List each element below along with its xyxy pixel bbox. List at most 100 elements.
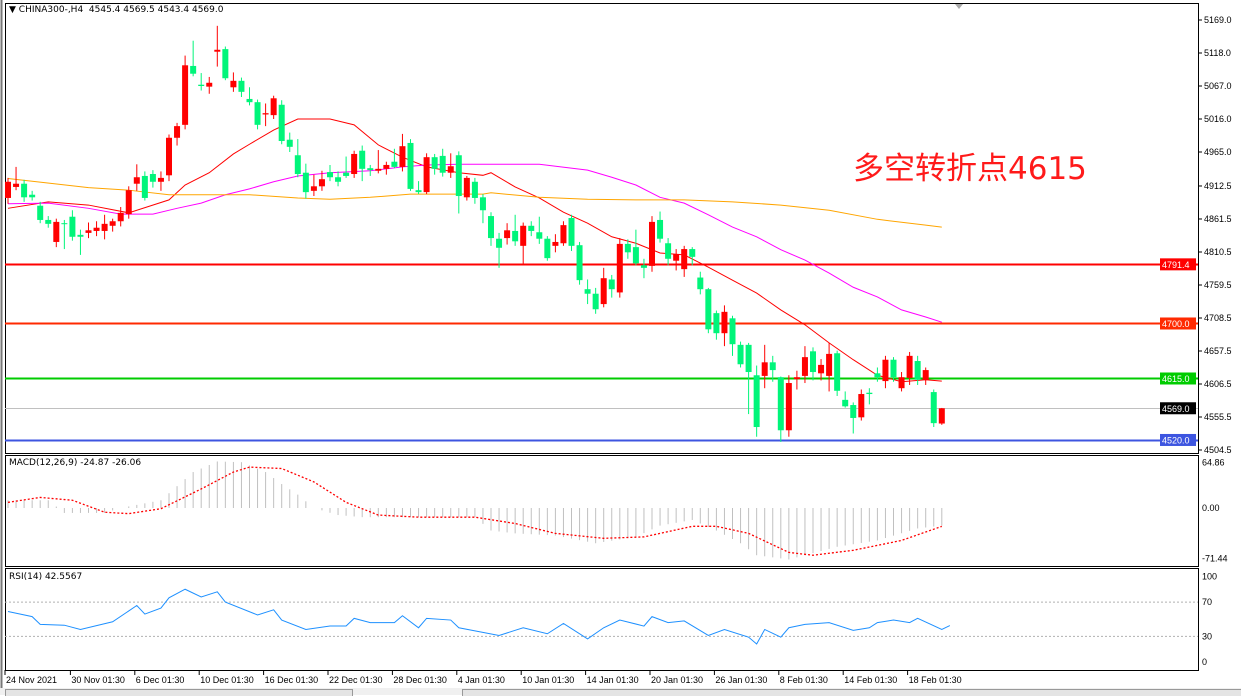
candle bbox=[351, 150, 358, 178]
rsi-panel-frame bbox=[5, 568, 1199, 671]
candle bbox=[713, 310, 720, 340]
price-tick-label: 4708.5 bbox=[1204, 313, 1232, 323]
rsi-axis-label: 0 bbox=[1202, 657, 1207, 667]
chart-tabs-bar bbox=[0, 688, 1241, 696]
price-tick-label: 4965.0 bbox=[1204, 147, 1232, 157]
candle bbox=[810, 347, 816, 381]
price-tag bbox=[1160, 258, 1196, 271]
candle-body bbox=[640, 265, 647, 268]
candles bbox=[5, 25, 945, 442]
candle-body bbox=[616, 243, 623, 293]
candle bbox=[431, 153, 438, 175]
candle bbox=[238, 77, 245, 98]
candle bbox=[544, 236, 551, 261]
candle-body bbox=[681, 249, 688, 270]
candle bbox=[874, 367, 881, 382]
candle bbox=[117, 207, 124, 227]
candle-body bbox=[874, 373, 881, 378]
candle bbox=[834, 350, 841, 396]
candle-body bbox=[37, 205, 44, 220]
candle bbox=[930, 389, 937, 428]
chart-tab[interactable] bbox=[5, 689, 353, 696]
axes: 5169.0 5118.0 5067.0 5016.0 4965.0 4912.5 4861… bbox=[4, 15, 1232, 685]
candle-body bbox=[45, 219, 52, 224]
candle bbox=[496, 232, 503, 268]
candle bbox=[777, 376, 784, 442]
candle bbox=[898, 372, 905, 392]
candle bbox=[125, 186, 132, 219]
price-tag bbox=[1160, 402, 1196, 415]
macd-axis-label: 0.00 bbox=[1202, 503, 1220, 513]
candle bbox=[842, 391, 849, 408]
candle bbox=[93, 221, 100, 237]
candle bbox=[85, 222, 92, 239]
candle bbox=[568, 214, 575, 252]
candle bbox=[826, 342, 833, 392]
candle-body bbox=[246, 98, 253, 103]
candle bbox=[45, 216, 52, 228]
dropdown-triangle-icon[interactable]: ▼ bbox=[9, 5, 16, 15]
candle bbox=[697, 271, 704, 295]
candle bbox=[793, 370, 800, 390]
candle bbox=[190, 40, 197, 77]
candle bbox=[818, 359, 825, 381]
price-tag-label: 4700.0 bbox=[1162, 319, 1190, 329]
candle bbox=[890, 357, 897, 382]
candle-body bbox=[769, 362, 776, 371]
candle bbox=[182, 55, 189, 130]
candle-body bbox=[206, 82, 213, 87]
candle-body bbox=[85, 230, 92, 233]
time-tick-label: 22 Dec 01:30 bbox=[329, 675, 383, 685]
candle-body bbox=[729, 318, 736, 345]
candle bbox=[769, 355, 776, 382]
candle-body bbox=[302, 172, 309, 193]
candle bbox=[206, 76, 213, 94]
candle bbox=[801, 346, 808, 384]
candle bbox=[375, 150, 382, 174]
rsi-axis-label: 30 bbox=[1202, 631, 1212, 641]
candle bbox=[21, 179, 28, 202]
candle-body bbox=[13, 183, 20, 187]
candle bbox=[753, 365, 760, 437]
candle bbox=[608, 274, 615, 298]
candle-body bbox=[866, 392, 873, 395]
time-tick-label: 30 Nov 01:30 bbox=[71, 675, 125, 685]
candle bbox=[785, 375, 792, 437]
candle bbox=[230, 72, 237, 92]
candle-body bbox=[214, 49, 221, 52]
candle-body bbox=[665, 243, 672, 259]
candle bbox=[29, 190, 36, 201]
time-tick-label: 26 Jan 01:30 bbox=[715, 675, 767, 685]
macd-axis-label: -71.44 bbox=[1202, 553, 1228, 563]
price-tag-label: 4791.4 bbox=[1162, 260, 1190, 270]
candle bbox=[415, 181, 422, 195]
candle-body bbox=[101, 223, 108, 231]
candle bbox=[906, 351, 913, 385]
candle-body bbox=[407, 142, 414, 189]
macd-signal-line bbox=[7, 466, 943, 556]
candle-body bbox=[914, 361, 921, 380]
candle bbox=[101, 214, 108, 240]
candle bbox=[737, 341, 744, 368]
candle-body bbox=[109, 221, 116, 226]
candle bbox=[504, 223, 511, 245]
annotation-text: 多空转折点4615 bbox=[853, 151, 1087, 187]
candle bbox=[858, 389, 865, 421]
chart-tab[interactable] bbox=[462, 689, 1241, 696]
candle-body bbox=[294, 155, 301, 175]
candle bbox=[270, 95, 277, 120]
candle bbox=[689, 247, 696, 266]
candle-body bbox=[335, 177, 342, 182]
time-tick-label: 24 Nov 2021 bbox=[6, 675, 57, 685]
candle bbox=[850, 402, 857, 434]
candle-body bbox=[238, 80, 245, 92]
time-tick-label: 18 Feb 01:30 bbox=[909, 675, 962, 685]
candle bbox=[665, 238, 672, 266]
candle-body bbox=[133, 177, 140, 184]
price-tick-label: 4555.5 bbox=[1204, 412, 1232, 422]
candle-body bbox=[21, 183, 28, 198]
candle bbox=[302, 163, 309, 199]
candle bbox=[69, 210, 76, 241]
macd-panel bbox=[7, 461, 943, 560]
